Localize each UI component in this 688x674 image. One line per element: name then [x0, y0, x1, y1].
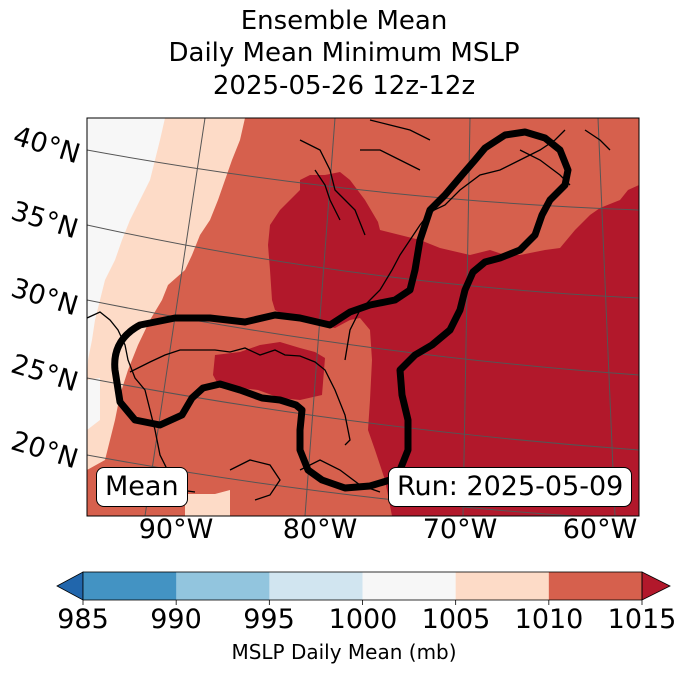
- colorbar-tick-985: 985: [57, 604, 109, 635]
- colorbar-tick-1015: 1015: [607, 604, 677, 635]
- colorbar-segment-985-990: [83, 572, 177, 600]
- mean-label-box: Mean: [96, 467, 188, 507]
- colorbar-under-extend: [56, 571, 84, 601]
- field-1005-1010-yucatan: [185, 490, 230, 516]
- run-date-box: Run: 2025-05-09: [388, 467, 633, 507]
- lon-label-60w: 60°W: [562, 514, 638, 545]
- field-gulf-1015: [213, 342, 325, 400]
- colorbar-label: MSLP Daily Mean (mb): [231, 640, 457, 664]
- colorbar-segment-1000-1005: [362, 572, 457, 600]
- colorbar-tick-995: 995: [243, 604, 295, 635]
- colorbar-segment-995-1000: [269, 572, 363, 600]
- parallel-30n: [87, 299, 639, 376]
- parallel-25n: [87, 377, 639, 451]
- title-line-2: Daily Mean Minimum MSLP: [168, 38, 520, 68]
- title-line-1: Ensemble Mean: [240, 6, 448, 36]
- field-1010-1015: [87, 118, 639, 516]
- title-line-3: 2025-05-26 12z-12z: [212, 71, 476, 101]
- colorbar-segment-1010-1015: [548, 572, 643, 600]
- colorbar-tick-1005: 1005: [421, 604, 491, 635]
- meridian-80w: [304, 118, 336, 516]
- map-frame: [86, 117, 640, 517]
- colorbar-segment-1005-1010: [455, 572, 550, 600]
- colorbar-segment-990-995: [176, 572, 270, 600]
- lon-label-90w: 90°W: [138, 514, 214, 545]
- colorbar-tick-1000: 1000: [328, 604, 398, 635]
- colorbar-over-extend: [641, 571, 671, 601]
- lon-label-80w: 80°W: [282, 514, 358, 545]
- colorbar-tick-990: 990: [150, 604, 202, 635]
- ensemble-outline: [111, 128, 572, 492]
- meridian-70w: [462, 118, 471, 516]
- meridian-60w: [597, 118, 616, 516]
- field-1000-1005: [87, 118, 165, 380]
- parallel-40n: [87, 149, 639, 211]
- colorbar-tick-1010: 1010: [514, 604, 584, 635]
- colorbar: [56, 571, 671, 605]
- parallel-35n: [87, 224, 639, 299]
- lon-label-70w: 70°W: [422, 514, 498, 545]
